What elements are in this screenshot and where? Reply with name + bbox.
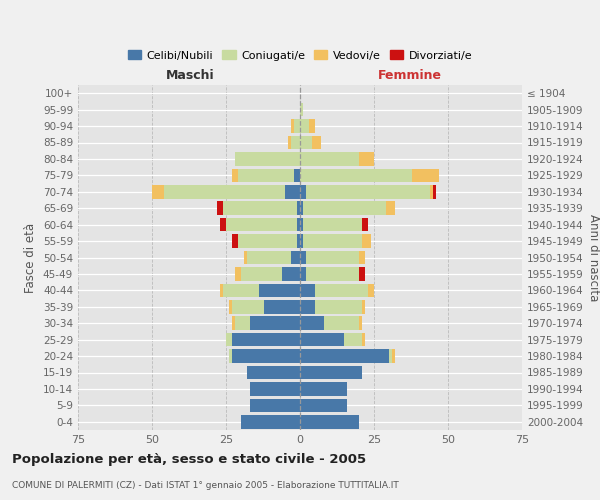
Text: Popolazione per età, sesso e stato civile - 2005: Popolazione per età, sesso e stato civil…	[12, 452, 366, 466]
Bar	[303, 202, 386, 215]
Bar	[297, 234, 300, 248]
Text: COMUNE DI PALERMITI (CZ) - Dati ISTAT 1° gennaio 2005 - Elaborazione TUTTITALIA.: COMUNE DI PALERMITI (CZ) - Dati ISTAT 1°…	[12, 481, 399, 490]
Bar	[362, 234, 371, 248]
Bar	[392, 350, 395, 363]
Bar	[220, 284, 223, 297]
Bar	[430, 185, 433, 198]
Bar	[250, 398, 300, 412]
Bar	[226, 218, 297, 232]
Bar	[241, 267, 282, 280]
Bar	[220, 218, 226, 232]
Bar	[300, 185, 306, 198]
Bar	[300, 136, 312, 149]
Bar	[344, 333, 362, 346]
Bar	[306, 185, 430, 198]
Bar	[389, 350, 392, 363]
Bar	[285, 185, 300, 198]
Bar	[291, 251, 300, 264]
Bar	[294, 120, 300, 133]
Bar	[294, 168, 300, 182]
Y-axis label: Anni di nascita: Anni di nascita	[587, 214, 600, 301]
Bar	[315, 284, 368, 297]
Bar	[223, 202, 297, 215]
Bar	[323, 316, 359, 330]
Bar	[238, 168, 294, 182]
Bar	[359, 316, 362, 330]
Bar	[247, 251, 291, 264]
Bar	[297, 218, 300, 232]
Bar	[433, 185, 436, 198]
Bar	[259, 284, 300, 297]
Bar	[232, 350, 300, 363]
Bar	[152, 185, 164, 198]
Bar	[244, 251, 247, 264]
Bar	[217, 202, 223, 215]
Bar	[300, 300, 315, 314]
Bar	[359, 267, 365, 280]
Bar	[288, 136, 291, 149]
Bar	[265, 300, 300, 314]
Text: Femmine: Femmine	[377, 68, 442, 82]
Bar	[306, 267, 359, 280]
Bar	[300, 366, 362, 379]
Bar	[300, 251, 306, 264]
Bar	[300, 234, 303, 248]
Bar	[300, 382, 347, 396]
Bar	[315, 300, 362, 314]
Bar	[250, 382, 300, 396]
Bar	[306, 251, 359, 264]
Bar	[359, 152, 374, 166]
Bar	[300, 120, 309, 133]
Bar	[232, 300, 265, 314]
Bar	[235, 152, 300, 166]
Bar	[300, 202, 303, 215]
Bar	[291, 136, 300, 149]
Bar	[362, 333, 365, 346]
Bar	[232, 333, 300, 346]
Bar	[300, 350, 389, 363]
Bar	[300, 267, 306, 280]
Bar	[300, 415, 359, 428]
Bar	[386, 202, 395, 215]
Bar	[300, 333, 344, 346]
Bar	[303, 234, 362, 248]
Bar	[226, 333, 232, 346]
Bar	[359, 251, 365, 264]
Bar	[232, 234, 238, 248]
Bar	[300, 316, 323, 330]
Bar	[238, 234, 297, 248]
Bar	[241, 415, 300, 428]
Bar	[232, 316, 235, 330]
Bar	[282, 267, 300, 280]
Bar	[362, 218, 368, 232]
Bar	[412, 168, 439, 182]
Bar	[312, 136, 321, 149]
Bar	[303, 218, 362, 232]
Bar	[300, 284, 315, 297]
Bar	[235, 267, 241, 280]
Bar	[223, 284, 259, 297]
Legend: Celibi/Nubili, Coniugati/e, Vedovi/e, Divorziati/e: Celibi/Nubili, Coniugati/e, Vedovi/e, Di…	[124, 46, 476, 65]
Bar	[300, 152, 359, 166]
Bar	[300, 218, 303, 232]
Bar	[309, 120, 315, 133]
Bar	[235, 316, 250, 330]
Bar	[291, 120, 294, 133]
Bar	[362, 300, 365, 314]
Bar	[229, 350, 232, 363]
Y-axis label: Fasce di età: Fasce di età	[25, 222, 37, 292]
Bar	[300, 398, 347, 412]
Bar	[164, 185, 285, 198]
Text: Maschi: Maschi	[166, 68, 215, 82]
Bar	[229, 300, 232, 314]
Bar	[250, 316, 300, 330]
Bar	[232, 168, 238, 182]
Bar	[247, 366, 300, 379]
Bar	[297, 202, 300, 215]
Bar	[300, 168, 412, 182]
Bar	[368, 284, 374, 297]
Bar	[300, 103, 303, 117]
